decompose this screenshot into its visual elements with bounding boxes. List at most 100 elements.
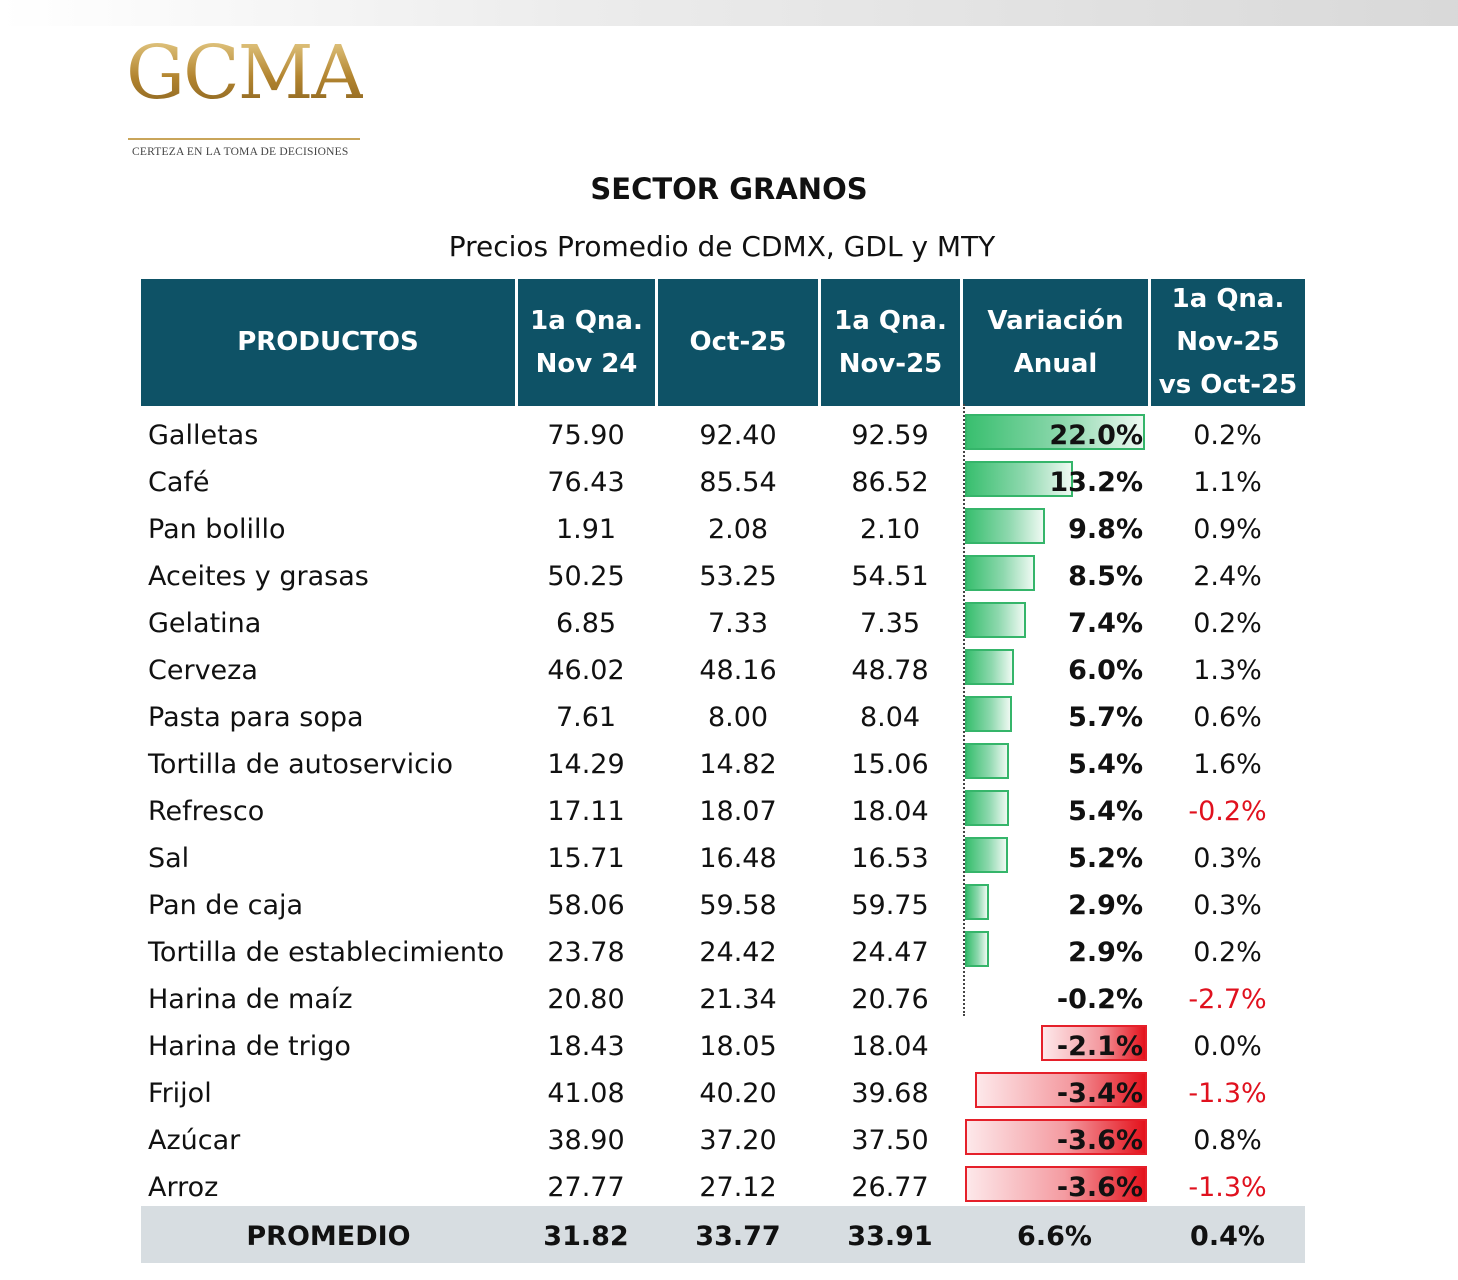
price-nov24: 14.29: [547, 749, 625, 780]
product-name: Cerveza: [148, 655, 258, 686]
total-nov25: 33.91: [847, 1221, 933, 1252]
table-row: Cerveza 46.02 48.16 48.78 6.0% 1.3%: [141, 645, 1305, 692]
annual-variation-bar: [965, 743, 1010, 779]
table-row: Galletas 75.90 92.40 92.59 22.0% 0.2%: [141, 410, 1305, 457]
product-name: Pan de caja: [148, 890, 304, 921]
table-row: Tortilla de establecimiento 23.78 24.42 24.…: [141, 927, 1305, 974]
monthly-variation: 1.3%: [1193, 655, 1262, 686]
annual-variation-bar: [965, 696, 1012, 732]
price-nov25: 92.59: [851, 420, 929, 451]
product-name: Frijol: [148, 1078, 212, 1109]
price-oct25: 18.07: [699, 796, 777, 827]
annual-variation-bar: [965, 1166, 1147, 1202]
price-nov25: 37.50: [851, 1125, 929, 1156]
logo-rule: [128, 138, 360, 140]
annual-variation: 9.8%: [1068, 514, 1143, 545]
header-nov24: 1a Qna. Nov 24: [530, 305, 643, 379]
annual-variation: 22.0%: [1049, 420, 1143, 451]
table-row: Café 76.43 85.54 86.52 13.2% 1.1%: [141, 457, 1305, 504]
annual-variation: 2.9%: [1068, 890, 1143, 921]
product-name: Azúcar: [148, 1125, 241, 1156]
price-nov24: 20.80: [547, 984, 625, 1015]
monthly-variation: 0.9%: [1193, 514, 1262, 545]
price-nov25: 16.53: [851, 843, 929, 874]
price-nov25: 24.47: [851, 937, 929, 968]
top-shadow: [0, 0, 1458, 26]
header-divider: [515, 279, 518, 406]
annual-variation: -0.2%: [1056, 984, 1143, 1015]
annual-variation: -2.1%: [1056, 1031, 1143, 1062]
price-oct25: 48.16: [699, 655, 777, 686]
price-oct25: 37.20: [699, 1125, 777, 1156]
annual-variation: 6.0%: [1068, 655, 1143, 686]
monthly-variation: 0.3%: [1193, 843, 1262, 874]
table-row: Tortilla de autoservicio 14.29 14.82 15.06 5…: [141, 739, 1305, 786]
table-row: Pasta para sopa 7.61 8.00 8.04 5.7% 0.6%: [141, 692, 1305, 739]
header-divider: [960, 279, 963, 406]
annual-variation: 5.4%: [1068, 796, 1143, 827]
annual-variation: 5.7%: [1068, 702, 1143, 733]
total-nov24: 31.82: [543, 1221, 629, 1252]
price-oct25: 59.58: [699, 890, 777, 921]
price-nov24: 41.08: [547, 1078, 625, 1109]
monthly-variation: 0.0%: [1193, 1031, 1262, 1062]
price-oct25: 14.82: [699, 749, 777, 780]
annual-variation: 7.4%: [1068, 608, 1143, 639]
price-oct25: 53.25: [699, 561, 777, 592]
logo-tagline: CERTEZA EN LA TOMA DE DECISIONES: [132, 146, 349, 158]
annual-variation: -3.6%: [1056, 1125, 1143, 1156]
annual-variation: 13.2%: [1049, 467, 1143, 498]
annual-variation-bar: [965, 555, 1035, 591]
table-row: Harina de maíz 20.80 21.34 20.76 -0.2% -2.7%: [141, 974, 1305, 1021]
annual-variation-bar: [965, 1119, 1147, 1155]
header-divider: [655, 279, 658, 406]
price-nov24: 50.25: [547, 561, 625, 592]
monthly-variation: 0.2%: [1193, 608, 1262, 639]
product-name: Tortilla de autoservicio: [148, 749, 453, 780]
annual-variation-bar: [965, 931, 989, 967]
monthly-variation: -2.7%: [1188, 984, 1267, 1015]
table-row: Azúcar 38.90 37.20 37.50 -3.6% 0.8%: [141, 1115, 1305, 1162]
product-name: Tortilla de establecimiento: [148, 937, 505, 968]
monthly-variation: 1.1%: [1193, 467, 1262, 498]
product-name: Pan bolillo: [148, 514, 286, 545]
header-divider: [818, 279, 821, 406]
table-row: Aceites y grasas 50.25 53.25 54.51 8.5% 2.4%: [141, 551, 1305, 598]
price-oct25: 2.08: [707, 514, 769, 545]
price-nov24: 27.77: [547, 1172, 625, 1203]
price-nov24: 18.43: [547, 1031, 625, 1062]
monthly-variation: 0.8%: [1193, 1125, 1262, 1156]
header-oct25: Oct-25: [689, 327, 787, 357]
price-nov25: 26.77: [851, 1172, 929, 1203]
price-nov25: 18.04: [851, 796, 929, 827]
product-name: Gelatina: [148, 608, 262, 639]
annual-variation: 5.2%: [1068, 843, 1143, 874]
price-nov25: 54.51: [851, 561, 929, 592]
annual-variation-bar: [965, 461, 1073, 497]
price-nov25: 2.10: [859, 514, 921, 545]
annual-variation-bar: [975, 1072, 1147, 1108]
logo-wordmark: GCMA: [126, 30, 365, 116]
monthly-variation: -1.3%: [1188, 1172, 1267, 1203]
product-name: Aceites y grasas: [148, 561, 369, 592]
table-title: SECTOR GRANOS: [590, 172, 868, 206]
annual-variation-bar: [965, 414, 1145, 450]
monthly-variation: 0.6%: [1193, 702, 1262, 733]
monthly-variation: -1.3%: [1188, 1078, 1267, 1109]
price-oct25: 27.12: [699, 1172, 777, 1203]
price-oct25: 7.33: [707, 608, 769, 639]
price-oct25: 18.05: [699, 1031, 777, 1062]
price-nov25: 86.52: [851, 467, 929, 498]
annual-variation-bar: [965, 790, 1010, 826]
annual-variation-bar: [965, 884, 989, 920]
monthly-variation: 0.3%: [1193, 890, 1262, 921]
price-nov24: 38.90: [547, 1125, 625, 1156]
product-name: Harina de maíz: [148, 984, 353, 1015]
annual-variation-bar: [965, 837, 1008, 873]
monthly-variation: 1.6%: [1193, 749, 1262, 780]
table-row: Gelatina 6.85 7.33 7.35 7.4% 0.2%: [141, 598, 1305, 645]
price-nov25: 8.04: [859, 702, 921, 733]
header-variacion-mensual: 1a Qna. Nov-25 vs Oct-25: [1158, 284, 1298, 400]
price-nov24: 75.90: [547, 420, 625, 451]
annual-variation: -3.4%: [1056, 1078, 1143, 1109]
